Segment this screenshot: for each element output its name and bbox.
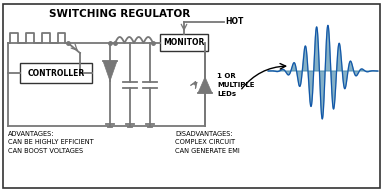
Bar bbox=[160, 34, 208, 51]
Text: MONITOR: MONITOR bbox=[163, 38, 205, 47]
Text: DISADVANTAGES:
COMPLEX CIRCUIT
CAN GENERATE EMI: DISADVANTAGES: COMPLEX CIRCUIT CAN GENER… bbox=[175, 131, 240, 154]
Polygon shape bbox=[103, 61, 117, 81]
Text: 1 OR
MULTIPLE
LEDs: 1 OR MULTIPLE LEDs bbox=[217, 74, 255, 96]
Polygon shape bbox=[198, 77, 212, 93]
Text: CONTROLLER: CONTROLLER bbox=[27, 69, 84, 78]
Text: ADVANTAGES:
CAN BE HIGHLY EFFICIENT
CAN BOOST VOLTAGES: ADVANTAGES: CAN BE HIGHLY EFFICIENT CAN … bbox=[8, 131, 94, 154]
Bar bbox=[20, 63, 92, 83]
Text: SWITCHING REGULATOR: SWITCHING REGULATOR bbox=[50, 9, 190, 19]
Text: HOT: HOT bbox=[225, 18, 243, 27]
